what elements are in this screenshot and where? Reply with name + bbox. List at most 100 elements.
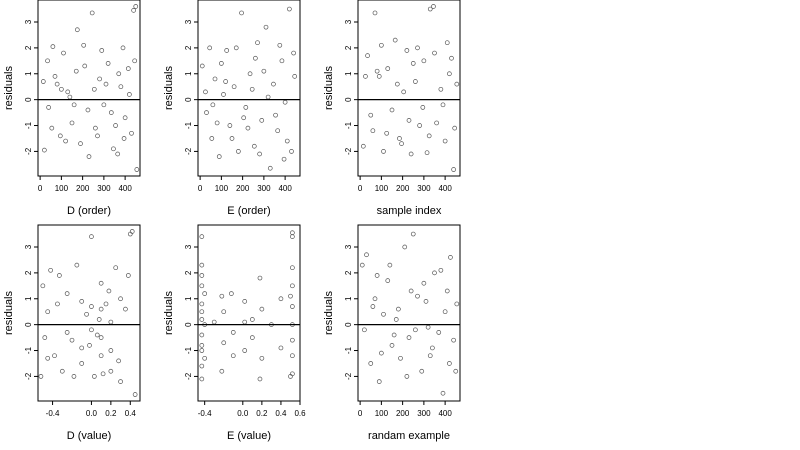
x-tick-label: 400 (438, 409, 452, 418)
x-tick-label: 0 (358, 184, 363, 193)
data-point (275, 128, 281, 134)
data-point (249, 86, 255, 92)
x-tick-label: 400 (438, 184, 452, 193)
data-point (438, 86, 444, 92)
data-point (108, 368, 114, 374)
data-point (389, 343, 395, 348)
y-tick-label: -1 (24, 346, 33, 354)
y-tick-label: -2 (184, 372, 193, 380)
y-tick-label: -2 (24, 147, 33, 155)
data-point (242, 348, 248, 353)
data-point (290, 283, 295, 289)
data-point (284, 138, 290, 144)
data-point (442, 138, 448, 144)
data-point (259, 355, 265, 361)
data-point (291, 50, 296, 56)
y-tick-label: 3 (344, 244, 353, 249)
x-tick-label: 300 (97, 184, 111, 193)
data-point (444, 40, 450, 46)
data-point (199, 273, 205, 278)
y-axis-title: residuals (3, 290, 15, 335)
data-point (199, 301, 205, 307)
data-point (229, 291, 234, 296)
x-tick-label: 200 (236, 184, 250, 193)
data-point (360, 143, 366, 149)
data-point (89, 234, 94, 239)
data-point (267, 165, 273, 171)
data-point (259, 306, 265, 312)
data-point (101, 102, 107, 108)
x-tick-label: 200 (396, 409, 410, 418)
data-point (59, 86, 64, 92)
data-point (61, 50, 66, 56)
data-point (410, 231, 416, 237)
data-point (423, 299, 429, 304)
data-point (265, 94, 271, 100)
y-tick-label: -1 (344, 346, 353, 354)
data-point (374, 273, 380, 278)
y-tick-label: 0 (184, 322, 193, 327)
data-point (404, 374, 410, 379)
data-point (134, 167, 140, 172)
data-point (440, 390, 446, 396)
plot-frame (197, 224, 301, 402)
data-point (57, 133, 63, 139)
y-tick-label: 2 (184, 270, 193, 275)
data-point (84, 311, 89, 317)
data-point (449, 55, 454, 61)
data-point (118, 296, 123, 302)
x-tick-label: 200 (76, 184, 90, 193)
y-tick-label: -1 (184, 346, 193, 354)
data-point (415, 293, 420, 299)
data-point (255, 40, 260, 46)
y-axis-title: residuals (163, 290, 175, 335)
data-point (111, 146, 116, 152)
data-point (125, 66, 131, 71)
data-point (447, 361, 452, 366)
data-point (359, 262, 365, 268)
x-tick-label: -0.4 (198, 409, 212, 418)
y-tick-label: 1 (184, 71, 193, 76)
data-point (69, 120, 75, 126)
data-point (132, 58, 138, 64)
data-point (370, 128, 376, 134)
data-point (415, 45, 420, 51)
data-point (239, 10, 244, 16)
data-point (74, 27, 80, 33)
data-point (451, 167, 456, 172)
data-point (116, 358, 121, 364)
data-point (257, 275, 263, 281)
data-point (241, 115, 247, 121)
x-tick-label: 0 (198, 184, 203, 193)
data-point (372, 10, 378, 16)
x-tick-label: 100 (375, 409, 389, 418)
scatter-panel-3: -2 -1 0 1 2 3 0 100 200 300 400 sample index residua… (323, 0, 461, 217)
data-point (408, 288, 414, 294)
scatter-panel-1: -2 -1 0 1 2 3 0 100 200 300 400 D (order) residuals (3, 0, 141, 217)
data-point (432, 270, 437, 276)
data-point (432, 50, 437, 56)
data-point (116, 71, 122, 77)
x-tick-label: 0.4 (125, 409, 137, 418)
x-tick-label: 300 (257, 184, 271, 193)
data-point (392, 37, 398, 43)
data-point (93, 125, 98, 131)
data-point (100, 371, 106, 377)
data-point (289, 149, 294, 154)
data-point (108, 348, 114, 353)
data-point (209, 136, 215, 141)
y-tick-label: 3 (184, 244, 193, 249)
data-point (122, 115, 128, 121)
data-point (436, 330, 442, 335)
y-tick-label: 3 (24, 19, 33, 24)
data-point (396, 306, 401, 312)
data-point (430, 345, 435, 351)
data-point (118, 84, 124, 90)
data-point (402, 244, 408, 250)
data-point (253, 55, 258, 61)
scatter-panel-5: -2 -1 0 1 2 3 -0.4 0.0 0.2 0.4 0.6 E (value) residua… (163, 224, 306, 442)
data-point (118, 379, 123, 384)
data-point (227, 123, 233, 128)
data-point (45, 355, 51, 361)
data-point (99, 48, 105, 53)
